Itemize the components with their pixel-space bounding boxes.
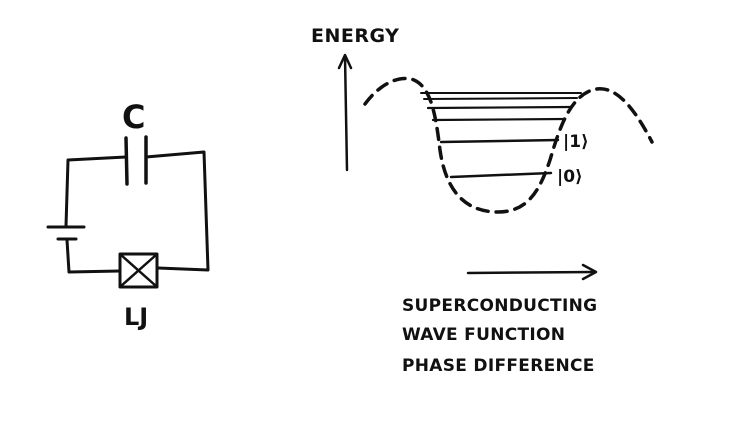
energy-level-4: [423, 97, 578, 100]
state-label-0: |0⟩: [557, 167, 583, 187]
capacitor-label: C: [122, 98, 145, 136]
energy-level-3: [426, 105, 573, 110]
potential-curve: [363, 76, 654, 214]
wire-bottom-left: [65, 238, 122, 274]
energy-level-1: [439, 138, 560, 144]
josephson-junction: [118, 252, 159, 289]
phase-label-line-3: PHASE DIFFERENCE: [402, 356, 595, 376]
energy-axis-arrowhead: [337, 53, 353, 70]
phase-label-line-2: WAVE FUNCTION: [402, 325, 565, 345]
wire-top-left: [64, 155, 128, 228]
energy-axis-label: ENERGY: [311, 25, 399, 47]
energy-level-2: [431, 117, 567, 122]
junction-cross-b: [119, 253, 158, 288]
phase-axis: [466, 270, 597, 275]
lc-circuit: C LJ: [46, 98, 210, 331]
inductor-label: LJ: [124, 303, 148, 331]
energy-level-0: [449, 171, 553, 179]
energy-axis: [343, 54, 349, 172]
energy-diagram: ENERGY |0⟩ |1⟩ SUPERCONDUCTING WAVE FUNC…: [311, 25, 654, 376]
state-label-1: |1⟩: [563, 132, 589, 152]
capacitor-plate-left: [124, 136, 129, 186]
phase-label-line-1: SUPERCONDUCTING: [402, 296, 597, 316]
junction-box: [118, 252, 159, 289]
wire-right: [144, 150, 210, 272]
energy-levels: [420, 92, 582, 179]
phase-axis-arrowhead: [581, 263, 598, 281]
